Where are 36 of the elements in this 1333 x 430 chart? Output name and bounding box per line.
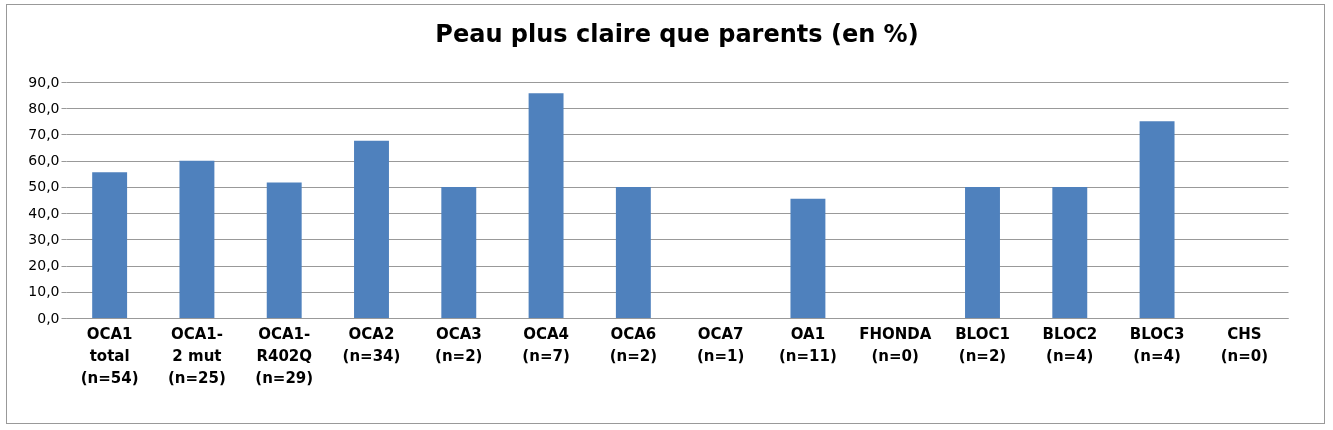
x-tick-label: OCA1- R402Q (n=29) bbox=[255, 324, 314, 387]
bar bbox=[179, 160, 215, 318]
x-tick-label: OCA2 (n=34) bbox=[342, 324, 401, 365]
bar bbox=[965, 186, 1000, 318]
x-tick-label: BLOC2 (n=4) bbox=[1042, 324, 1098, 365]
y-tick-label: 90,0 bbox=[28, 73, 60, 90]
bar bbox=[266, 182, 302, 318]
y-tick-label: 70,0 bbox=[28, 125, 60, 142]
bar bbox=[354, 140, 389, 318]
bar bbox=[615, 186, 651, 318]
x-tick-label: OCA1 total (n=54) bbox=[80, 324, 139, 387]
bar bbox=[92, 172, 128, 318]
x-tick-label: BLOC3 (n=4) bbox=[1129, 324, 1185, 365]
bar bbox=[528, 93, 564, 318]
x-tick-label: OA1 (n=11) bbox=[779, 324, 837, 365]
y-tick-label: 0,0 bbox=[37, 309, 60, 326]
chart-title: Peau plus claire que parents (en %) bbox=[435, 20, 919, 48]
y-tick-label: 80,0 bbox=[28, 99, 60, 116]
bar bbox=[1139, 121, 1175, 318]
x-tick-label: CHS (n=0) bbox=[1220, 324, 1269, 365]
x-tick-label: OCA7 (n=1) bbox=[696, 324, 745, 365]
bar bbox=[790, 198, 826, 318]
y-tick-label: 10,0 bbox=[28, 283, 60, 300]
bar bbox=[441, 186, 477, 318]
x-tick-label: OCA6 (n=2) bbox=[609, 324, 658, 365]
x-tick-label: OCA4 (n=7) bbox=[522, 324, 570, 365]
bar bbox=[1052, 186, 1088, 318]
x-tick-label: OCA1- 2 mut (n=25) bbox=[168, 324, 226, 387]
y-tick-label: 20,0 bbox=[28, 257, 60, 274]
y-tick-label: 50,0 bbox=[28, 178, 60, 195]
y-tick-label: 60,0 bbox=[28, 152, 60, 169]
x-tick-label: BLOC1 (n=2) bbox=[955, 324, 1010, 365]
y-tick-label: 30,0 bbox=[28, 230, 60, 247]
x-tick-label: FHONDA (n=0) bbox=[859, 324, 932, 365]
y-tick-label: 40,0 bbox=[28, 204, 60, 221]
x-tick-label: OCA3 (n=2) bbox=[435, 324, 483, 365]
